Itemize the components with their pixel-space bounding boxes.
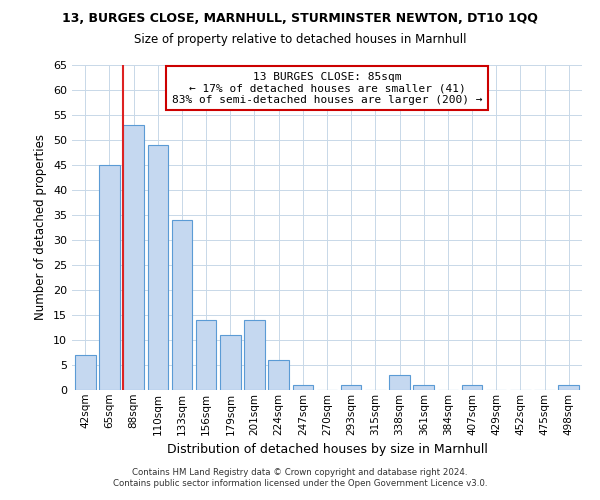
- Y-axis label: Number of detached properties: Number of detached properties: [34, 134, 47, 320]
- Text: Size of property relative to detached houses in Marnhull: Size of property relative to detached ho…: [134, 32, 466, 46]
- Bar: [244, 320, 265, 390]
- Text: Contains HM Land Registry data © Crown copyright and database right 2024.
Contai: Contains HM Land Registry data © Crown c…: [113, 468, 487, 487]
- X-axis label: Distribution of detached houses by size in Marnhull: Distribution of detached houses by size …: [167, 443, 487, 456]
- Bar: [148, 145, 168, 390]
- Bar: [268, 360, 289, 390]
- Bar: [220, 335, 241, 390]
- Bar: [389, 375, 410, 390]
- Bar: [413, 385, 434, 390]
- Bar: [293, 385, 313, 390]
- Bar: [172, 220, 192, 390]
- Bar: [462, 385, 482, 390]
- Text: 13 BURGES CLOSE: 85sqm
← 17% of detached houses are smaller (41)
83% of semi-det: 13 BURGES CLOSE: 85sqm ← 17% of detached…: [172, 72, 482, 104]
- Bar: [341, 385, 361, 390]
- Bar: [124, 125, 144, 390]
- Bar: [75, 355, 95, 390]
- Bar: [559, 385, 579, 390]
- Bar: [196, 320, 217, 390]
- Text: 13, BURGES CLOSE, MARNHULL, STURMINSTER NEWTON, DT10 1QQ: 13, BURGES CLOSE, MARNHULL, STURMINSTER …: [62, 12, 538, 26]
- Bar: [99, 165, 120, 390]
